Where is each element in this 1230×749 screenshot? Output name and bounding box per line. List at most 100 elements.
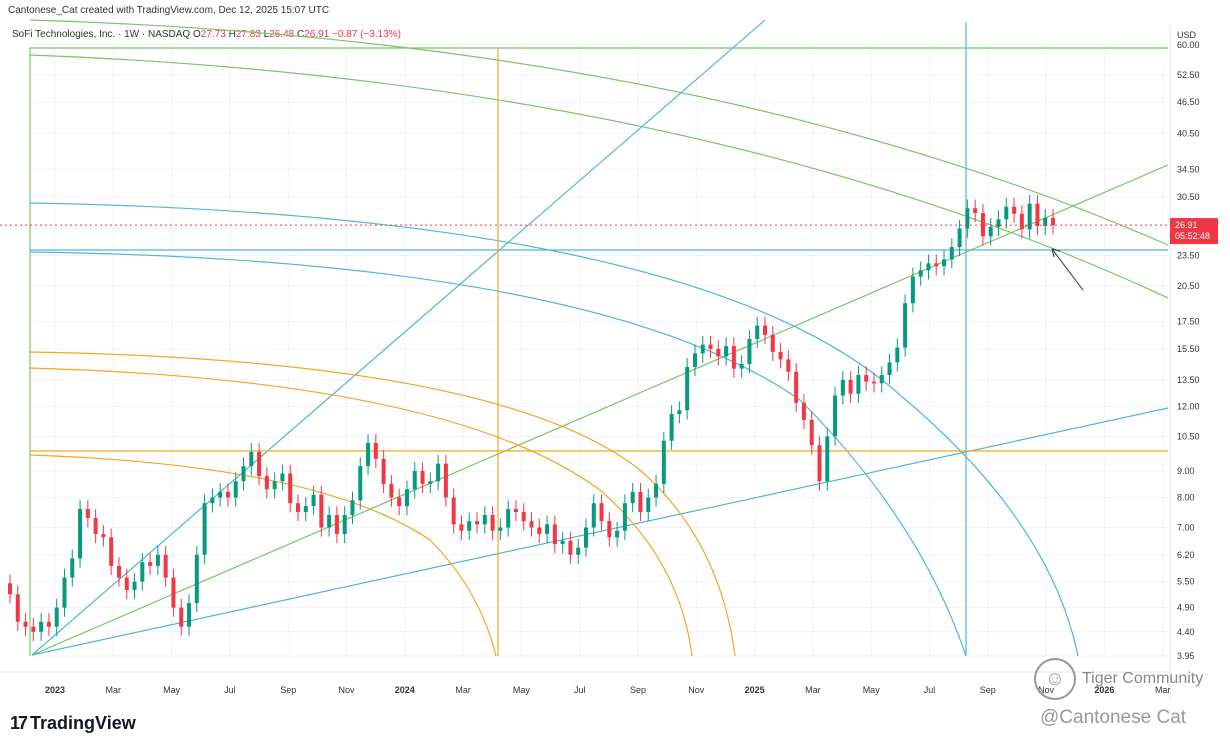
candle-body xyxy=(840,379,845,396)
x-tick-label: Sep xyxy=(980,685,996,695)
candle-body xyxy=(428,481,433,484)
y-tick-label: 10.50 xyxy=(1177,431,1200,441)
candle-body xyxy=(225,491,230,498)
blue-arc-outer xyxy=(29,202,1079,657)
candle-body xyxy=(350,500,355,516)
candle-body xyxy=(257,451,262,477)
candle-body xyxy=(23,621,28,627)
candle-body xyxy=(31,626,36,632)
candle-body xyxy=(871,381,876,384)
tradingview-mark-icon: 17 xyxy=(10,713,28,733)
candle-body xyxy=(980,212,985,237)
x-tick-label: Mar xyxy=(805,685,821,695)
candle-body xyxy=(202,503,207,555)
low-label: L xyxy=(263,29,270,40)
candle-body xyxy=(155,554,160,566)
candle-body xyxy=(910,276,915,304)
candle-body xyxy=(1004,206,1009,220)
candle-body xyxy=(786,359,791,372)
candle-body xyxy=(513,509,518,513)
x-tick-label: Nov xyxy=(338,685,355,695)
candle-body xyxy=(615,530,620,538)
candle-body xyxy=(700,344,705,354)
time-axis: 2023 Mar May Jul Sep Nov 2024 Mar May Jul Sep Nov 20… xyxy=(0,671,1171,695)
y-tick-label: 7.00 xyxy=(1177,522,1195,532)
chart-credit: Cantonese_Cat created with TradingView.c… xyxy=(8,5,330,16)
tradingview-brand: TradingView xyxy=(30,713,136,733)
blue-fan-shallow xyxy=(31,407,1169,656)
candle-body xyxy=(319,494,324,528)
candle-body xyxy=(334,515,339,535)
candle-body xyxy=(1035,203,1040,226)
candle-body xyxy=(677,410,682,415)
y-tick-label: 23.50 xyxy=(1177,251,1200,261)
y-tick-label: 60.00 xyxy=(1177,40,1200,50)
candle-body xyxy=(926,263,931,271)
x-tick-label: Mar xyxy=(455,685,471,695)
candle-body xyxy=(366,442,371,467)
y-tick-label: 4.90 xyxy=(1177,603,1195,613)
x-tick-label: 2026 xyxy=(1094,685,1114,695)
candle-body xyxy=(373,442,378,459)
candle-body xyxy=(295,503,300,513)
close-label: C xyxy=(297,29,305,40)
candle-body xyxy=(957,228,962,248)
candle-body xyxy=(887,362,892,376)
candle-body xyxy=(132,581,137,590)
y-tick-label: 46.50 xyxy=(1177,97,1200,107)
high-value: 27.83 xyxy=(235,29,261,40)
candle-body xyxy=(996,219,1001,227)
candle-body xyxy=(747,339,752,364)
x-tick-label: Jul xyxy=(574,685,586,695)
x-tick-label: May xyxy=(163,685,181,695)
candle-body xyxy=(342,515,347,535)
price-axis: USD60.0052.5046.5040.5034.5030.5026.5023… xyxy=(1169,25,1200,700)
blue-arc-inner xyxy=(29,251,967,657)
candle-body xyxy=(879,375,884,384)
candle-body xyxy=(607,521,612,538)
candle-body xyxy=(101,534,106,538)
candle-body xyxy=(801,402,806,420)
x-tick-label: Sep xyxy=(630,685,646,695)
candle-body xyxy=(358,466,363,501)
x-tick-label: Sep xyxy=(280,685,296,695)
candle-body xyxy=(591,503,596,528)
candle-body xyxy=(163,554,168,578)
x-tick-label: Mar xyxy=(106,685,122,695)
candle-body xyxy=(895,347,900,363)
candle-body xyxy=(583,527,588,548)
candle-body xyxy=(661,440,666,484)
x-tick-label: Mar xyxy=(1155,685,1171,695)
y-tick-label: 52.50 xyxy=(1177,70,1200,80)
candle-body xyxy=(794,371,799,403)
y-tick-label: 8.00 xyxy=(1177,493,1195,503)
candle-body xyxy=(397,497,402,507)
x-tick-label: 2024 xyxy=(395,685,415,695)
annotation-arrow xyxy=(1051,248,1084,291)
candle-body xyxy=(70,558,75,578)
price-tag-box xyxy=(1170,218,1218,245)
blue-fan-steep xyxy=(31,19,766,656)
candle-body xyxy=(560,540,565,545)
candle-body xyxy=(194,554,199,604)
candle-body xyxy=(124,577,129,590)
candle-body xyxy=(685,367,690,411)
open-value: 27.73 xyxy=(200,29,226,40)
candle-body xyxy=(739,363,744,369)
candle-body xyxy=(763,325,768,335)
orange-arc-inner xyxy=(29,454,497,657)
tradingview-logo: 17 TradingView xyxy=(10,713,136,734)
green-arc-lower xyxy=(29,54,1169,299)
tiger-community-badge: ☺ Tiger Community xyxy=(1034,658,1203,700)
candle-body xyxy=(825,436,830,482)
candle-body xyxy=(521,512,526,522)
candle-body xyxy=(109,537,114,566)
candle-body xyxy=(404,489,409,507)
candle-body xyxy=(436,463,441,482)
candle-body xyxy=(311,494,316,507)
candle-body xyxy=(809,419,814,446)
candle-body xyxy=(490,515,495,531)
candle-body xyxy=(39,621,44,632)
